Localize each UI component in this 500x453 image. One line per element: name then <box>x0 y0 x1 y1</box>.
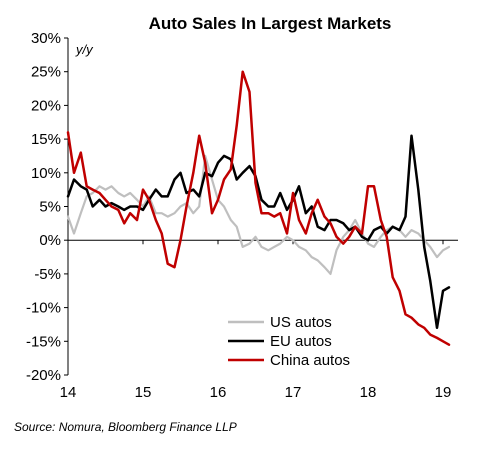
legend-label-us-autos: US autos <box>270 314 332 331</box>
y-tick-label: 20% <box>31 97 61 114</box>
series-lines <box>66 70 451 346</box>
x-tick-label: 14 <box>60 384 77 401</box>
y-tick-label: -10% <box>26 300 61 317</box>
y-tick-label: -5% <box>34 266 61 283</box>
y-tick-label: -15% <box>26 333 61 350</box>
series-line-us-autos <box>66 154 451 275</box>
x-tick-label: 15 <box>135 384 152 401</box>
series-line-eu-autos <box>66 134 451 330</box>
y-unit-label: y/y <box>75 42 94 57</box>
axes: 30% 25% 20% 15% 10% 5% 0% -5% -10% -15% -20%14 15 16… <box>26 30 458 401</box>
source-note: Source: Nomura, Bloomberg Finance LLP <box>14 420 237 434</box>
x-tick-label: 17 <box>285 384 302 401</box>
legend-label-china-autos: China autos <box>270 352 350 369</box>
legend: US autos EU autos China autos <box>228 314 350 369</box>
y-tick-label: -20% <box>26 367 61 384</box>
y-tick-label: 25% <box>31 64 61 81</box>
y-tick-label: 30% <box>31 30 61 47</box>
legend-label-eu-autos: EU autos <box>270 333 332 350</box>
y-tick-label: 0% <box>39 232 61 249</box>
series-line-china-autos <box>66 70 451 346</box>
x-tick-label: 16 <box>210 384 227 401</box>
y-tick-label: 10% <box>31 165 61 182</box>
y-tick-label: 5% <box>39 199 61 216</box>
x-tick-label: 18 <box>360 384 377 401</box>
y-tick-label: 15% <box>31 131 61 148</box>
x-tick-label: 19 <box>435 384 452 401</box>
chart-title: Auto Sales In Largest Markets <box>149 14 392 33</box>
